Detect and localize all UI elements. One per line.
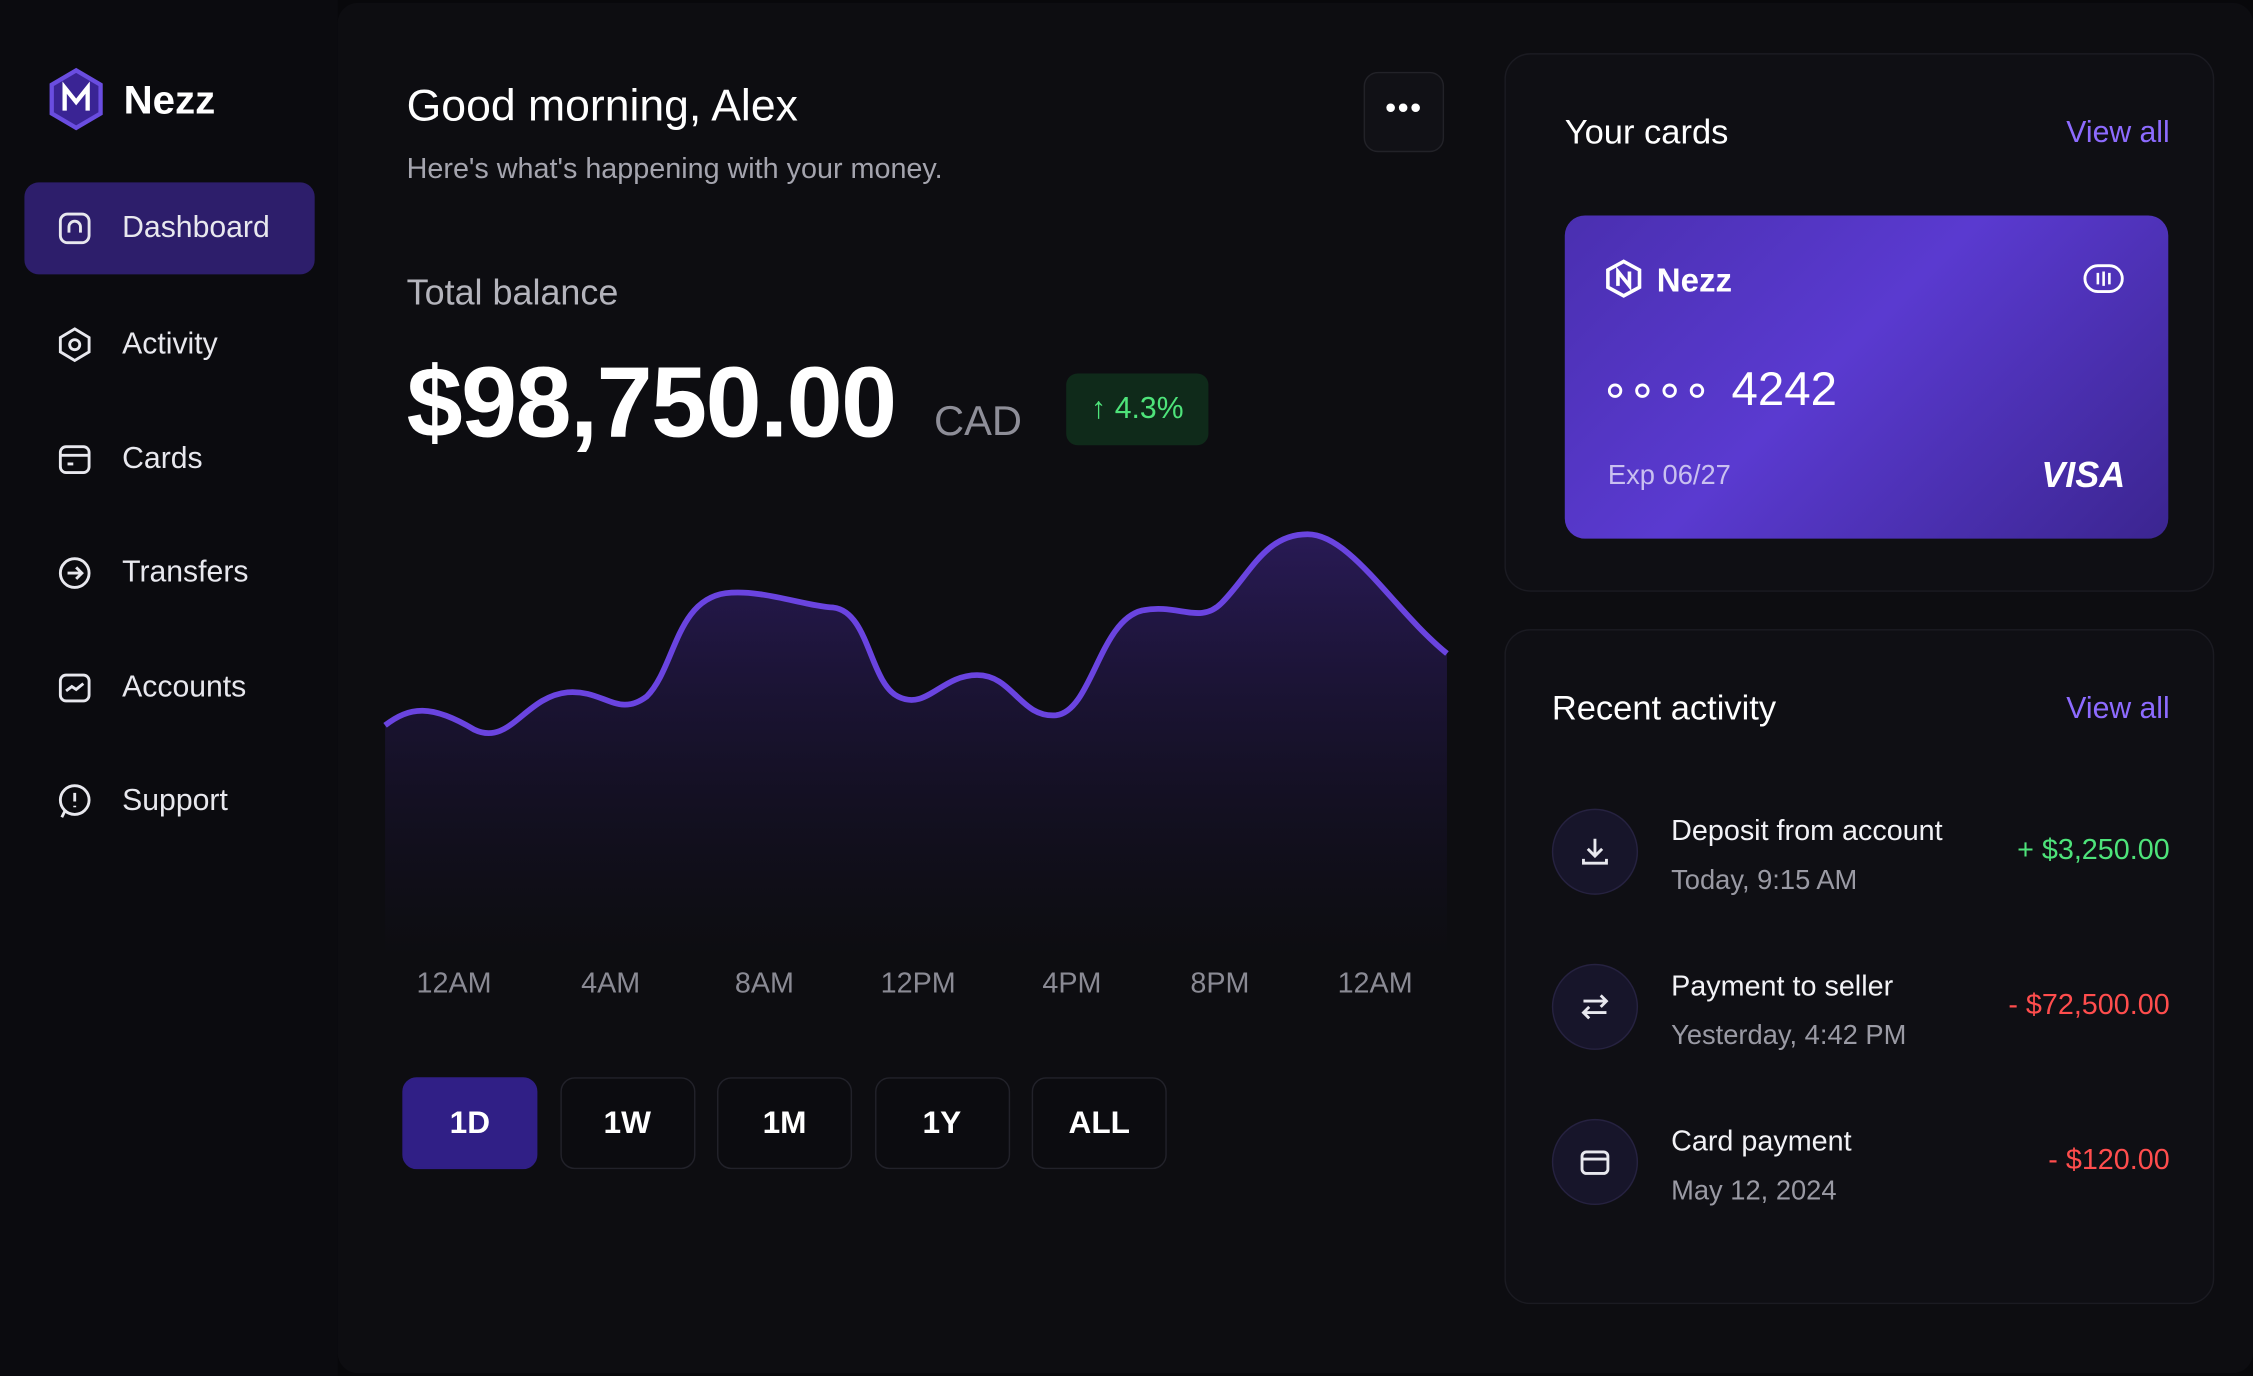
- more-button[interactable]: •••: [1363, 71, 1445, 153]
- bank-card[interactable]: Nezz 4242 Exp 06/27 VISA: [1564, 215, 2169, 539]
- activity-icon: [1551, 808, 1639, 895]
- x-tick-label: 8AM: [734, 968, 794, 1000]
- activity-glyph: [1581, 994, 1609, 1020]
- activity-amount: + $3,250.00: [2017, 834, 2170, 867]
- activity-amount: - $72,500.00: [2008, 989, 2170, 1022]
- brand: Nezz: [123, 77, 216, 123]
- activity-time: Yesterday, 4:42 PM: [1671, 1021, 1907, 1052]
- nav-label: Transfers: [122, 555, 249, 589]
- subtitle: Here's what's happening with your money.: [406, 153, 943, 186]
- nav-item[interactable]: Accounts: [24, 642, 314, 734]
- nav-item[interactable]: Cards: [24, 414, 314, 506]
- currency: CAD: [933, 399, 1022, 446]
- x-tick-label: 8PM: [1190, 968, 1250, 1000]
- range-button[interactable]: ALL: [1031, 1077, 1167, 1170]
- activity-icon: [1551, 963, 1639, 1050]
- change-value: 4.3%: [1114, 392, 1184, 426]
- card-brand: Nezz: [1656, 261, 1733, 299]
- contactless-icon: [2083, 264, 2124, 294]
- nav-label: Cards: [122, 442, 203, 476]
- activity-amount: - $120.00: [2048, 1144, 2170, 1177]
- activity-glyph: [1580, 1150, 1610, 1175]
- logo: [49, 67, 103, 131]
- nav-item[interactable]: Dashboard: [24, 182, 315, 275]
- card-number: 4242: [1731, 361, 1837, 416]
- nav-icon: [58, 557, 91, 589]
- activity-title: Payment to seller: [1671, 970, 1894, 1003]
- activity-title: Deposit from account: [1671, 815, 1943, 848]
- activity-glyph: [1582, 838, 1608, 865]
- chart-line: [383, 531, 1449, 737]
- card-expiry: Exp 06/27: [1607, 461, 1731, 492]
- nav-icon: [58, 673, 91, 703]
- range-button[interactable]: 1M: [717, 1077, 853, 1170]
- nav-item[interactable]: Support: [24, 755, 314, 847]
- card-logo: [1606, 259, 1642, 298]
- activity-time: May 12, 2024: [1671, 1176, 1837, 1207]
- cards-view-all[interactable]: View all: [2066, 116, 2170, 150]
- activity-time: Today, 9:15 AM: [1671, 866, 1858, 897]
- range-button[interactable]: 1D: [402, 1077, 538, 1170]
- range-button[interactable]: 1W: [559, 1077, 695, 1170]
- balance-amount: $98,750.00: [406, 346, 897, 459]
- nav-icon: [58, 327, 91, 363]
- greeting: Good morning, Alex: [406, 80, 798, 131]
- activity-title: Recent activity: [1551, 689, 1777, 729]
- x-tick-label: 12PM: [880, 968, 956, 1000]
- nav-item[interactable]: Transfers: [24, 527, 314, 619]
- x-tick-label: 4AM: [581, 968, 641, 1000]
- chart-area: [385, 534, 1447, 956]
- nav-icon: [58, 212, 91, 245]
- nav-label: Dashboard: [122, 211, 270, 245]
- nav-icon: [58, 784, 91, 818]
- balance-label: Total balance: [406, 272, 619, 314]
- x-tick-label: 12AM: [416, 968, 492, 1000]
- cards-title: Your cards: [1564, 113, 1729, 153]
- x-tick-label: 12AM: [1337, 968, 1413, 1000]
- nav-label: Accounts: [122, 670, 247, 704]
- card-dots: [1607, 383, 1705, 398]
- nav-label: Support: [122, 784, 228, 818]
- nav-label: Activity: [122, 327, 218, 361]
- activity-title: Card payment: [1671, 1126, 1852, 1158]
- range-button[interactable]: 1Y: [874, 1077, 1010, 1170]
- nav-icon: [58, 445, 91, 474]
- change-badge: ↑ 4.3%: [1066, 373, 1209, 446]
- nav-item[interactable]: Activity: [24, 299, 314, 391]
- x-tick-label: 4PM: [1042, 968, 1102, 1000]
- card-network: VISA: [2041, 455, 2126, 496]
- activity-icon: [1551, 1118, 1639, 1206]
- activity-view-all[interactable]: View all: [2066, 692, 2170, 726]
